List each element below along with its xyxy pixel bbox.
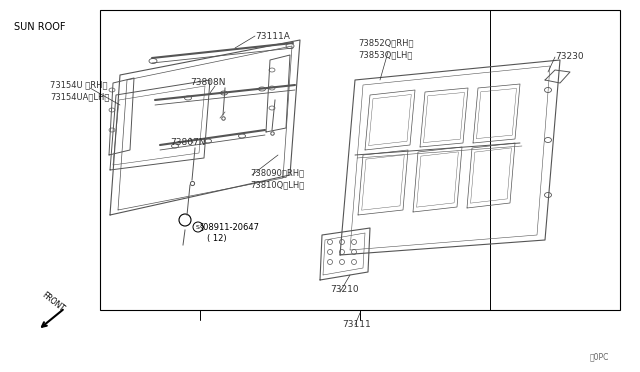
Bar [100,10,620,310]
Polygon shape [110,40,300,215]
Text: 73154UA〈LH〉: 73154UA〈LH〉 [50,92,109,101]
Text: 73111A: 73111A [255,32,290,41]
Text: 73853Q〈LH〉: 73853Q〈LH〉 [358,50,412,59]
Text: 73810Q〈LH〉: 73810Q〈LH〉 [250,180,304,189]
Text: 73210: 73210 [330,285,358,294]
Text: 73808N: 73808N [190,78,225,87]
Text: S: S [196,224,200,230]
Text: ( 12): ( 12) [207,234,227,243]
Text: 73230: 73230 [555,52,584,61]
Text: 73154U 〈RH〉: 73154U 〈RH〉 [50,80,108,89]
Text: 73852Q〈RH〉: 73852Q〈RH〉 [358,38,413,47]
Text: FRONT: FRONT [40,291,66,314]
Text: SUN ROOF: SUN ROOF [14,22,65,32]
Text: 738090〈RH〉: 738090〈RH〉 [250,168,304,177]
Text: §08911-20647: §08911-20647 [200,222,260,231]
Text: 73807N: 73807N [170,138,205,147]
Text: 猀0PC: 猀0PC [590,352,609,361]
Text: 73111: 73111 [342,320,371,329]
